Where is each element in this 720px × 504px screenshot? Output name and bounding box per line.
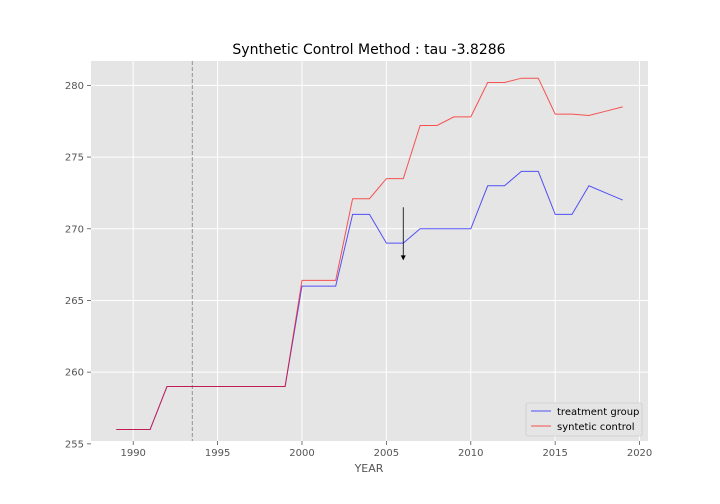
grid	[91, 61, 648, 445]
axis-ticks: 1990 1995 2000 2005 2010 2015 2020 255 260 265 270…	[65, 81, 652, 459]
x-tick-label: 2020	[627, 448, 652, 459]
x-tick-label: 2000	[289, 448, 314, 459]
legend-label-syntetic-control: syntetic control	[557, 422, 635, 433]
x-tick-label: 2015	[542, 448, 567, 459]
x-tick-label: 2010	[458, 448, 483, 459]
legend-label-treatment-group: treatment group	[557, 407, 639, 418]
x-tick-label: 1995	[205, 448, 230, 459]
y-tick-label: 270	[65, 224, 84, 235]
y-tick-label: 265	[65, 296, 84, 307]
chart-title: Synthetic Control Method : tau -3.8286	[232, 42, 505, 58]
x-tick-label: 1990	[120, 448, 145, 459]
plot-area	[91, 61, 648, 441]
series-lines	[116, 77, 623, 430]
legend: treatment group syntetic control	[525, 402, 643, 437]
effect-arrow-head	[400, 255, 406, 261]
y-tick-label: 255	[65, 439, 84, 450]
y-tick-label: 260	[65, 368, 84, 379]
y-tick-label: 275	[65, 153, 84, 164]
series-line-syntetic-control	[116, 77, 623, 430]
x-tick-label: 2005	[374, 448, 399, 459]
legend-box	[525, 402, 643, 437]
y-tick-label: 280	[65, 81, 84, 92]
x-axis-label: YEAR	[354, 462, 384, 475]
annotations	[191, 61, 406, 441]
